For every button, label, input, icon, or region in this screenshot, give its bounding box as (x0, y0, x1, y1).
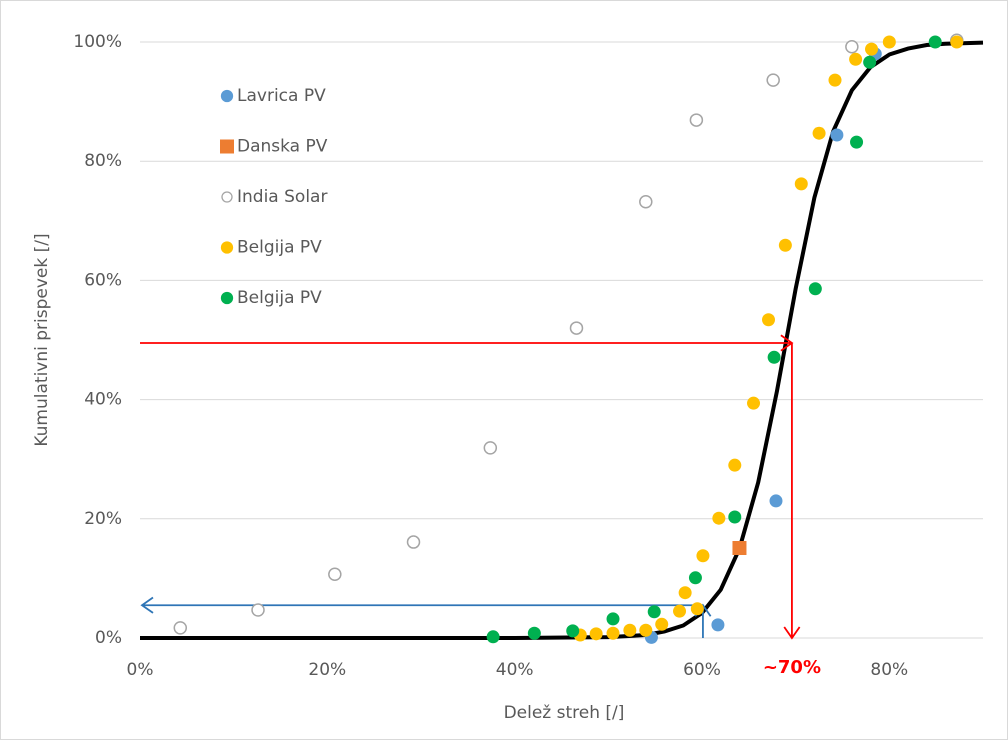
point (606, 626, 620, 640)
point (483, 441, 498, 455)
x-tick-label: 0% (127, 660, 154, 680)
annotation: ~70% (763, 657, 821, 678)
point (527, 626, 541, 640)
point (849, 52, 863, 66)
y-tick-label: 40% (84, 390, 122, 410)
point (830, 128, 844, 142)
arrow (140, 596, 712, 638)
y-tick-label: 80% (84, 151, 122, 171)
point (406, 535, 421, 549)
point (606, 612, 620, 626)
point (328, 567, 342, 581)
y-tick-label: 60% (84, 270, 122, 290)
x-tick-label: 80% (870, 660, 908, 680)
legend-label: India Solar (237, 187, 327, 207)
point (845, 40, 859, 54)
arrow (140, 334, 801, 640)
point (639, 623, 653, 637)
legend-marker (220, 139, 234, 154)
point (711, 618, 725, 632)
x-tick-label: 40% (496, 660, 534, 680)
point (690, 602, 704, 616)
point (766, 73, 780, 87)
y-tick-label: 100% (73, 32, 122, 52)
legend-label: Belgija PV (237, 288, 322, 308)
legend-label: Danska PV (237, 137, 328, 157)
point (808, 282, 822, 296)
point (732, 541, 747, 556)
point (688, 571, 702, 585)
point (623, 623, 637, 637)
point (486, 630, 500, 644)
point (769, 494, 783, 508)
point (747, 396, 761, 410)
legend-label: Lavrica PV (237, 86, 326, 106)
point (928, 35, 942, 49)
point (712, 511, 726, 525)
point (850, 135, 864, 149)
point (173, 621, 188, 635)
point (647, 605, 661, 619)
point (673, 604, 687, 618)
y-axis-title: Kumulativni prispevek [/] (32, 233, 52, 446)
legend-marker (221, 191, 233, 203)
x-tick-label: 20% (308, 660, 346, 680)
point (678, 586, 692, 600)
point (778, 238, 792, 252)
point (728, 458, 742, 472)
point (767, 350, 781, 364)
point (828, 73, 842, 87)
point (696, 549, 710, 563)
point (863, 55, 877, 69)
point (882, 35, 896, 49)
point (251, 603, 265, 617)
point (794, 177, 808, 191)
legend-label: Belgija PV (237, 238, 322, 258)
point (639, 194, 653, 209)
point (689, 113, 704, 127)
point (728, 510, 742, 524)
point (812, 126, 826, 140)
point (865, 42, 879, 56)
x-tick-label: 60% (683, 660, 721, 680)
point (762, 313, 776, 327)
legend-marker (220, 241, 234, 254)
y-tick-label: 0% (95, 628, 122, 648)
point (569, 321, 584, 335)
point (950, 35, 964, 49)
point (589, 627, 603, 641)
legend-marker (220, 291, 234, 305)
point (655, 617, 669, 631)
x-axis-title: Delež streh [/] (504, 703, 625, 723)
y-tick-label: 20% (84, 509, 122, 529)
legend-marker (220, 89, 234, 103)
point (566, 624, 580, 638)
